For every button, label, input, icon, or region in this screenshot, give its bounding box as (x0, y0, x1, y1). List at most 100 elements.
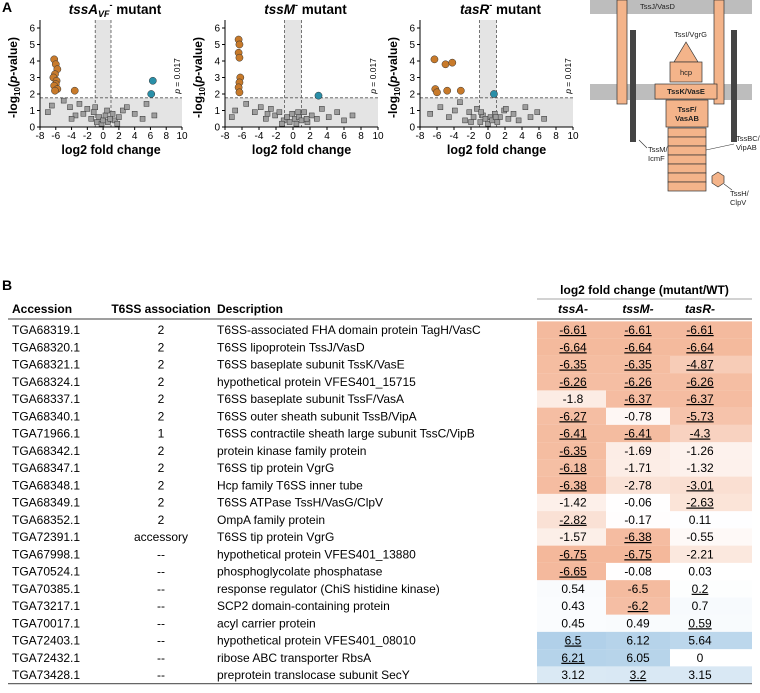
point (441, 60, 450, 69)
cell: response regulator (ChiS histidine kinas… (217, 582, 440, 596)
title-part: VF (98, 9, 110, 19)
value: -6.26 (686, 375, 714, 389)
value: -0.55 (686, 530, 714, 544)
value: -6.65 (559, 565, 587, 579)
title-part: mutant (492, 2, 541, 17)
title-part: - (110, 0, 113, 10)
value: 3.15 (688, 668, 712, 682)
value-cell (606, 545, 670, 563)
y-tick-label: 5 (409, 40, 415, 51)
x-tick-label: -8 (36, 131, 45, 142)
label-part: p (563, 89, 573, 95)
spike (673, 41, 699, 63)
cell: T6SS outer sheath subunit TssB/VipA (217, 409, 417, 423)
value: 6.12 (626, 634, 650, 648)
cell: 2 (158, 444, 165, 458)
cell: 2 (158, 323, 165, 337)
diagram-label: TssF/ (677, 105, 697, 114)
point (534, 109, 541, 115)
point (505, 116, 512, 122)
point (272, 112, 278, 119)
value-cell (537, 580, 606, 598)
cell: TGA68348.1 (12, 478, 80, 492)
x-tick-label: 10 (176, 131, 188, 142)
value-cell (537, 597, 606, 615)
cell: T6SS ATPase TssH/VasG/ClpV (217, 496, 383, 510)
x-tick-label: 6 (341, 131, 347, 142)
title-part: mutant (298, 2, 347, 17)
diagram-label: ClpV (730, 198, 746, 207)
y-tick-label: 0 (409, 123, 415, 134)
label-part: p (191, 76, 205, 84)
point (88, 116, 95, 122)
tssm-bar (731, 30, 737, 142)
cell: TGA68352.1 (12, 513, 80, 527)
value-cell (670, 476, 752, 494)
x-axis-label: log2 fold change (252, 143, 351, 157)
cell: T6SS baseplate subunit TssF/VasA (217, 392, 404, 406)
value-cell (670, 373, 752, 391)
value: 0.11 (689, 513, 712, 527)
panel-label: B (2, 277, 12, 293)
value: -1.32 (686, 461, 714, 475)
cell: T6SS tip protein VgrG (217, 530, 334, 544)
value: -4.87 (686, 358, 714, 372)
value-cell (537, 649, 606, 667)
value: -6.37 (686, 392, 714, 406)
point (452, 107, 458, 114)
value: 5.64 (688, 634, 712, 648)
value-cell (670, 528, 752, 546)
point (120, 107, 126, 114)
point (477, 119, 484, 125)
value: 0.49 (626, 616, 650, 630)
x-tick-label: 4 (324, 131, 330, 142)
point (468, 119, 474, 125)
y-tick-label: 1 (214, 106, 220, 117)
value: -6.2 (628, 599, 649, 613)
column-header: Accession (12, 302, 72, 316)
value: -6.35 (559, 358, 587, 372)
point (279, 120, 285, 127)
t6ss-diagram: TssJ/VasD TssI/VgrG hcp TssK/VasE TssF/ … (590, 0, 760, 207)
cell: 2 (158, 375, 165, 389)
cell: TGA68337.1 (12, 392, 80, 406)
value-cell (537, 476, 606, 494)
value-cell (537, 424, 606, 443)
cell: phosphoglycolate phosphatase (217, 565, 383, 579)
point (100, 117, 106, 124)
point (68, 116, 75, 122)
value-cell (606, 649, 670, 667)
column-header: tssM- (622, 302, 653, 316)
point (235, 88, 244, 97)
title-part: - (295, 0, 298, 10)
value-cell (606, 476, 670, 494)
column-header: tssA- (558, 302, 588, 316)
value: -4.3 (690, 427, 711, 441)
value-cell (606, 631, 670, 650)
value-cell (537, 355, 606, 374)
x-tick-label: 10 (372, 131, 384, 142)
cell: 2 (158, 358, 165, 372)
point (466, 109, 473, 115)
y-tick-label: 4 (409, 57, 415, 68)
point (263, 116, 269, 122)
point (474, 106, 480, 112)
value-cell (670, 666, 752, 684)
value-cell (537, 407, 606, 425)
point (94, 119, 100, 125)
point (257, 104, 264, 110)
x-tick-label: 4 (519, 131, 525, 142)
diagram-label: TssH/ (730, 189, 750, 198)
x-tick-label: 0 (290, 131, 296, 142)
point (60, 97, 67, 104)
point (284, 114, 290, 120)
cell: TGA72403.1 (12, 634, 80, 648)
cell: TGA70017.1 (12, 616, 80, 630)
point (433, 88, 441, 97)
y-tick-label: 5 (214, 40, 220, 51)
value-cell (606, 580, 670, 598)
label-part: p (172, 89, 182, 95)
point (448, 58, 457, 67)
